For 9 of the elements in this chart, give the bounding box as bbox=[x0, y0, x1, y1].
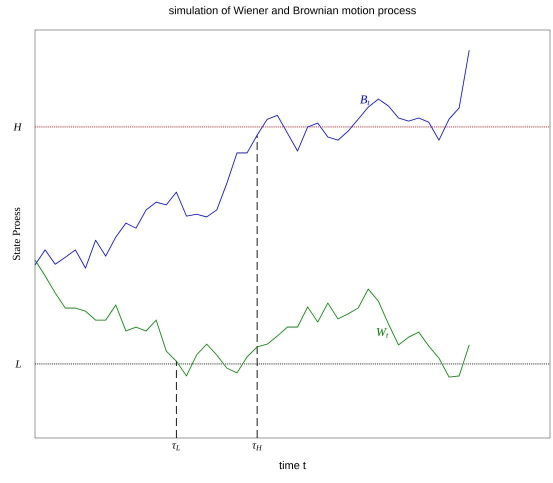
series-label: W$_{t}$ bbox=[376, 328, 388, 338]
y-axis-title: State Proess bbox=[12, 208, 20, 260]
x-tick-label: τ$_{H}$ bbox=[252, 444, 262, 450]
ref-line-label: H bbox=[13, 123, 22, 131]
x-tick-label: τ$_{L}$ bbox=[172, 444, 180, 450]
series-label: B$_{t}$ bbox=[360, 95, 370, 106]
chart-title: simulation of Wiener and Brownian motion process bbox=[169, 6, 416, 16]
x-axis-title: time t bbox=[279, 461, 306, 470]
ref-line-label: L bbox=[15, 360, 21, 368]
